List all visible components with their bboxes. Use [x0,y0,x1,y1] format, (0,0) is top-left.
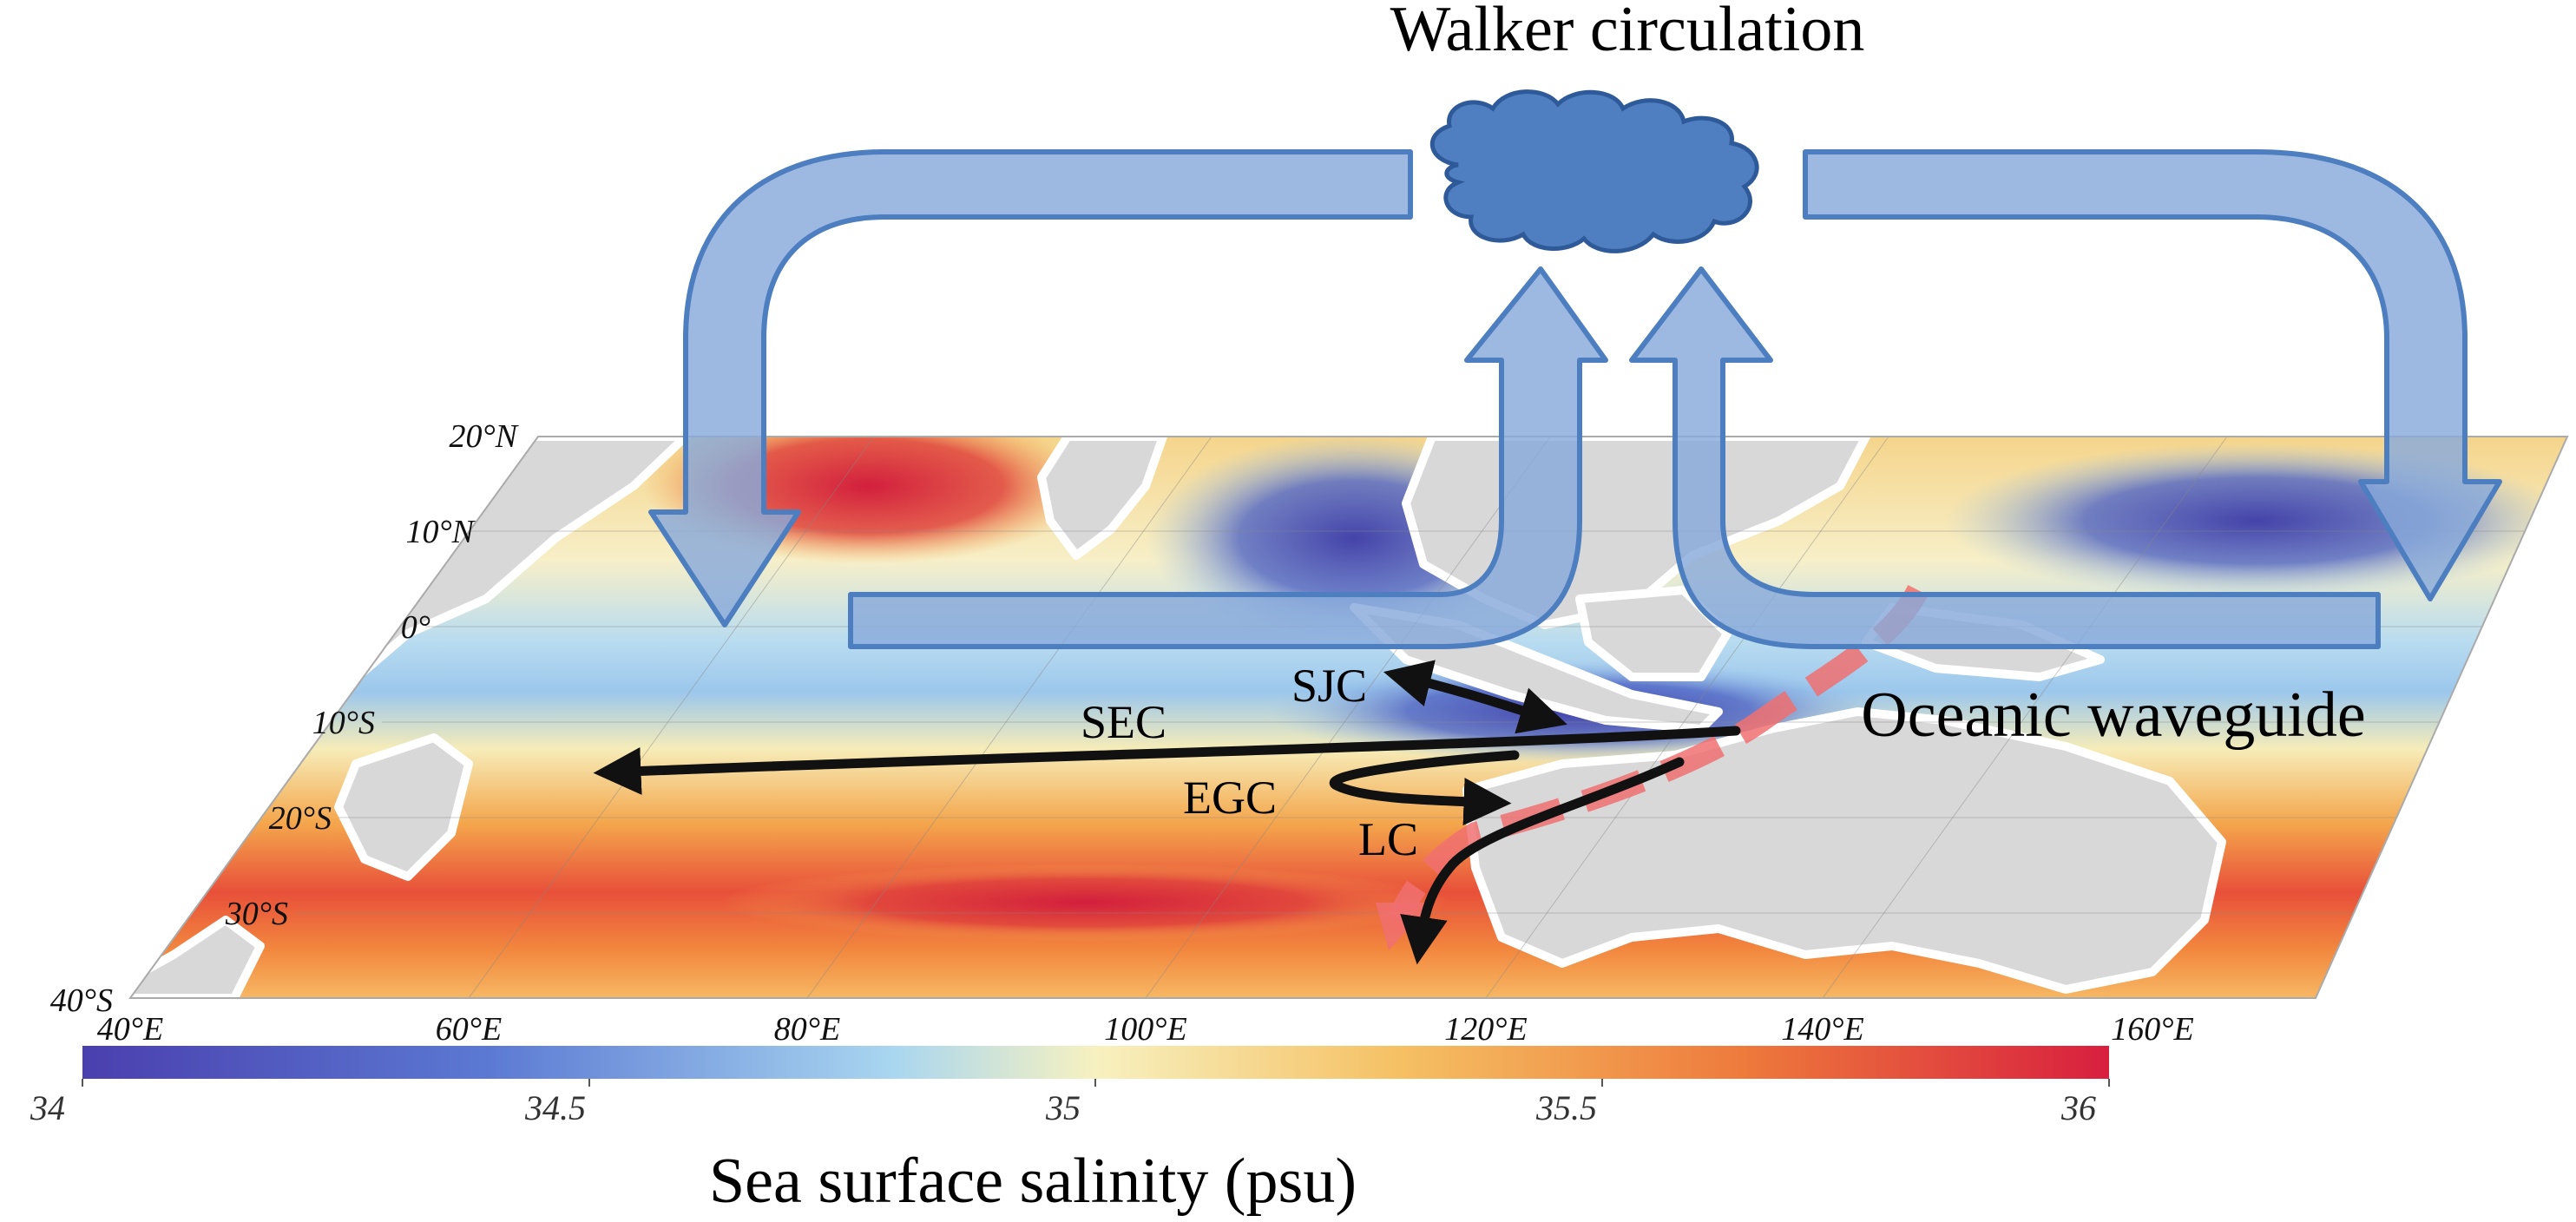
madagascar-land [334,733,473,881]
lc-current-arrow [1400,757,1685,965]
lon-tick-140e: 140°E [1781,1011,1863,1048]
colorbar-tick-36: 36 [2060,1088,2096,1127]
lat-tick-0: 0° [401,609,430,646]
sjc-current-arrow [1383,660,1567,734]
colorbar: 34 34.5 35 35.5 36 Sea surface salinity … [30,1046,2110,1217]
colorbar-tick-35: 35 [1045,1088,1081,1127]
south-indian-high-salinity [720,864,1449,942]
lat-tick-40s: 40°S [50,982,113,1019]
colorbar-gradient [82,1046,2109,1079]
lon-tick-80e: 80°E [774,1011,840,1048]
sec-label: SEC [1081,696,1166,748]
longitude-ticks: 40°E 60°E 80°E 100°E 120°E 140°E 160°E [97,1011,2194,1048]
lon-tick-120e: 120°E [1444,1011,1527,1048]
lc-label: LC [1358,813,1418,865]
map-frame [128,436,2569,999]
walker-right-descending-arrow [1803,149,2502,601]
lat-tick-10n: 10°N [405,514,476,550]
walker-left-ascending-arrow [848,266,1608,649]
latitude-ticks: 20°N 10°N 0° 10°S 20°S 30°S 40°S [50,418,520,1019]
lat-tick-30s: 30°S [225,896,288,932]
australia-land [1462,707,2226,994]
walker-right-ascending-arrow [1629,266,2381,649]
egc-label: EGC [1183,772,1277,824]
sjc-label: SJC [1291,660,1367,712]
ocean-currents [593,660,1741,965]
sec-current-arrow [593,726,1741,795]
colorbar-tick-34: 34 [30,1088,65,1127]
lon-tick-40e: 40°E [97,1011,163,1048]
lon-tick-60e: 60°E [436,1011,502,1048]
walker-circulation-title: Walker circulation [1390,0,1865,65]
egc-current-arrow [1330,750,1520,826]
colorbar-tick-35-5: 35.5 [1535,1088,1597,1127]
india-land [1037,437,1167,560]
colorbar-title: Sea surface salinity (psu) [709,1146,1357,1217]
borneo-land [1575,586,1732,681]
lat-tick-10s: 10°S [312,705,375,741]
walker-circulation [648,149,2502,649]
lon-tick-160e: 160°E [2111,1011,2193,1048]
colorbar-tick-34-5: 34.5 [524,1088,586,1127]
lon-tick-100e: 100°E [1104,1011,1186,1048]
lat-tick-20s: 20°S [269,800,332,837]
lat-tick-20n: 20°N [449,418,519,455]
convection-cloud-icon [1429,89,1759,253]
walker-left-descending-arrow [648,149,1413,627]
oceanic-waveguide-label: Oceanic waveguide [1861,680,2365,751]
